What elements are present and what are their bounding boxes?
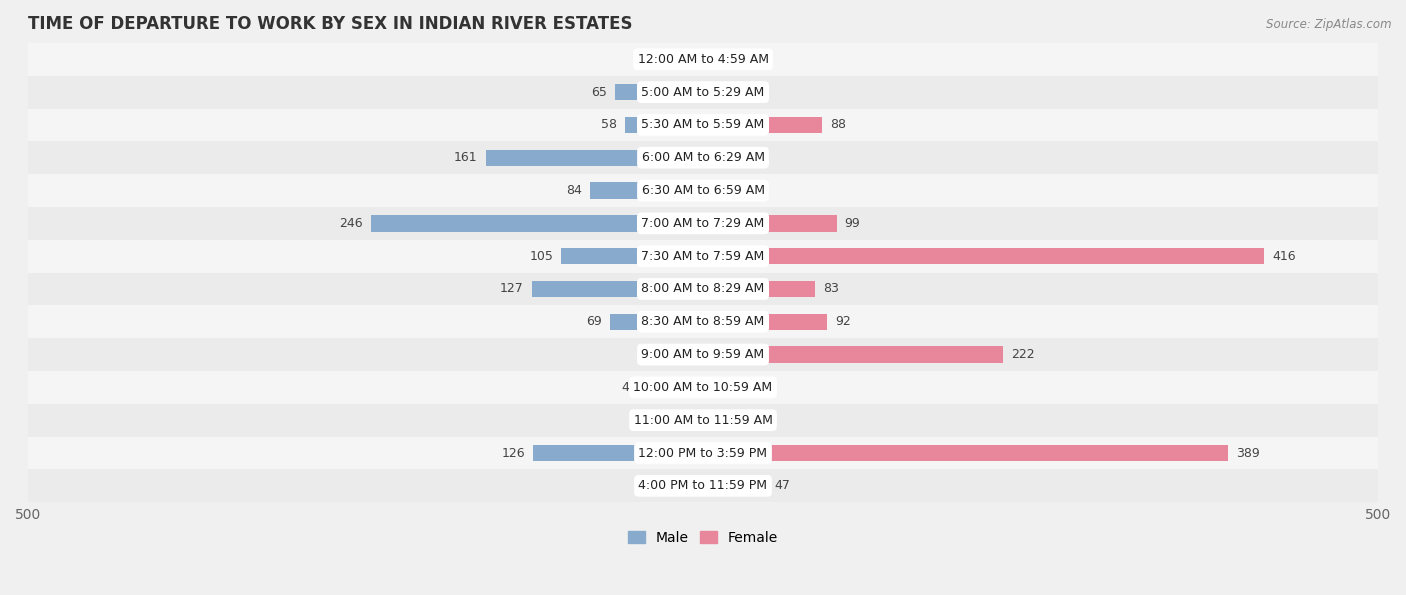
- Bar: [703, 445, 1227, 461]
- Bar: [610, 314, 703, 330]
- Bar: [28, 404, 1378, 437]
- Bar: [28, 437, 1378, 469]
- Bar: [28, 76, 1378, 108]
- Text: 92: 92: [835, 315, 851, 328]
- Text: 13: 13: [728, 381, 744, 394]
- Text: 16: 16: [733, 414, 748, 427]
- Text: 25: 25: [745, 184, 761, 197]
- Text: 0: 0: [711, 86, 718, 99]
- Text: 0: 0: [711, 151, 718, 164]
- Bar: [624, 117, 703, 133]
- Text: 0: 0: [688, 414, 695, 427]
- Text: 416: 416: [1272, 250, 1296, 262]
- Bar: [703, 478, 766, 494]
- Text: 99: 99: [845, 217, 860, 230]
- Text: 65: 65: [592, 86, 607, 99]
- Text: 7:30 AM to 7:59 AM: 7:30 AM to 7:59 AM: [641, 250, 765, 262]
- Text: 5:00 AM to 5:29 AM: 5:00 AM to 5:29 AM: [641, 86, 765, 99]
- Text: Source: ZipAtlas.com: Source: ZipAtlas.com: [1267, 18, 1392, 31]
- Text: 84: 84: [565, 184, 582, 197]
- Bar: [703, 117, 821, 133]
- Bar: [645, 379, 703, 396]
- Text: 12:00 AM to 4:59 AM: 12:00 AM to 4:59 AM: [637, 53, 769, 66]
- Text: 8:30 AM to 8:59 AM: 8:30 AM to 8:59 AM: [641, 315, 765, 328]
- Bar: [703, 215, 837, 231]
- Bar: [28, 43, 1378, 76]
- Bar: [28, 174, 1378, 207]
- Text: 6:30 AM to 6:59 AM: 6:30 AM to 6:59 AM: [641, 184, 765, 197]
- Bar: [662, 346, 703, 363]
- Text: 88: 88: [830, 118, 846, 131]
- Text: 47: 47: [775, 480, 790, 492]
- Bar: [616, 84, 703, 101]
- Bar: [681, 51, 703, 67]
- Text: 7:00 AM to 7:29 AM: 7:00 AM to 7:29 AM: [641, 217, 765, 230]
- Text: 389: 389: [1236, 446, 1260, 459]
- Bar: [561, 248, 703, 264]
- Bar: [703, 248, 1264, 264]
- Text: 9: 9: [723, 53, 731, 66]
- Bar: [589, 182, 703, 199]
- Bar: [485, 149, 703, 166]
- Text: 246: 246: [339, 217, 363, 230]
- Text: 0: 0: [688, 480, 695, 492]
- Bar: [533, 445, 703, 461]
- Text: 43: 43: [621, 381, 637, 394]
- Bar: [28, 338, 1378, 371]
- Bar: [703, 412, 724, 428]
- Text: 8:00 AM to 8:29 AM: 8:00 AM to 8:29 AM: [641, 283, 765, 296]
- Bar: [28, 273, 1378, 305]
- Text: 105: 105: [529, 250, 553, 262]
- Bar: [703, 281, 815, 297]
- Bar: [703, 314, 827, 330]
- Text: 127: 127: [499, 283, 523, 296]
- Bar: [531, 281, 703, 297]
- Bar: [703, 182, 737, 199]
- Text: 10:00 AM to 10:59 AM: 10:00 AM to 10:59 AM: [634, 381, 772, 394]
- Bar: [28, 371, 1378, 404]
- Bar: [371, 215, 703, 231]
- Legend: Male, Female: Male, Female: [623, 525, 783, 550]
- Bar: [703, 379, 720, 396]
- Bar: [28, 469, 1378, 502]
- Text: 222: 222: [1011, 348, 1035, 361]
- Text: 58: 58: [600, 118, 617, 131]
- Text: 161: 161: [454, 151, 478, 164]
- Bar: [28, 240, 1378, 273]
- Bar: [28, 108, 1378, 142]
- Bar: [28, 305, 1378, 338]
- Text: 5:30 AM to 5:59 AM: 5:30 AM to 5:59 AM: [641, 118, 765, 131]
- Text: 12:00 PM to 3:59 PM: 12:00 PM to 3:59 PM: [638, 446, 768, 459]
- Text: 9:00 AM to 9:59 AM: 9:00 AM to 9:59 AM: [641, 348, 765, 361]
- Text: 69: 69: [586, 315, 602, 328]
- Text: 17: 17: [657, 53, 672, 66]
- Bar: [703, 346, 1002, 363]
- Bar: [28, 207, 1378, 240]
- Text: TIME OF DEPARTURE TO WORK BY SEX IN INDIAN RIVER ESTATES: TIME OF DEPARTURE TO WORK BY SEX IN INDI…: [28, 15, 633, 33]
- Text: 30: 30: [638, 348, 654, 361]
- Bar: [28, 142, 1378, 174]
- Text: 4:00 PM to 11:59 PM: 4:00 PM to 11:59 PM: [638, 480, 768, 492]
- Text: 83: 83: [823, 283, 839, 296]
- Text: 126: 126: [501, 446, 524, 459]
- Text: 6:00 AM to 6:29 AM: 6:00 AM to 6:29 AM: [641, 151, 765, 164]
- Bar: [703, 51, 716, 67]
- Text: 11:00 AM to 11:59 AM: 11:00 AM to 11:59 AM: [634, 414, 772, 427]
